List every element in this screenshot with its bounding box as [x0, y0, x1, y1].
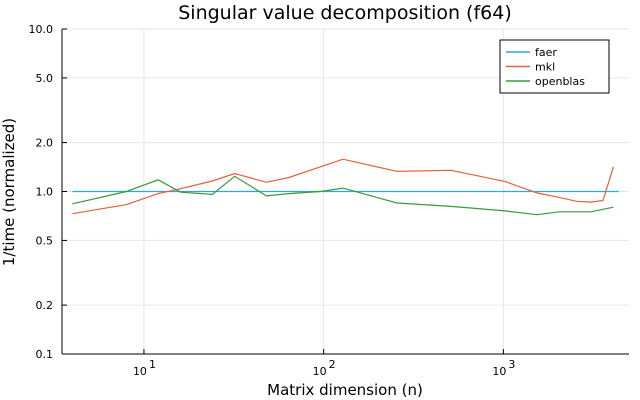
x-axis-label: Matrix dimension (n) [267, 381, 423, 399]
series-line-openblas [72, 175, 614, 216]
series-group [72, 158, 619, 216]
legend-label-mkl: mkl [535, 61, 555, 74]
y-tick-label: 2.0 [36, 137, 54, 150]
x-tick-label: 10 [133, 365, 147, 378]
x-tick-label-exponent: 3 [508, 358, 515, 371]
x-tick-label-exponent: 2 [329, 358, 336, 371]
y-ticks: 0.1 0.2 0.5 1.0 2.0 5.0 10.0 [29, 23, 67, 361]
y-tick-label: 0.2 [36, 299, 54, 312]
y-tick-label: 0.5 [36, 234, 54, 247]
x-tick-label-exponent: 1 [149, 358, 156, 371]
legend-label-faer: faer [535, 46, 557, 59]
y-tick-label: 10.0 [29, 23, 54, 36]
y-axis-label: 1/time (normalized) [0, 118, 18, 266]
series-line-mkl [72, 158, 614, 215]
y-tick-label: 5.0 [36, 72, 54, 85]
x-tick-label: 10 [492, 365, 506, 378]
y-tick-label: 1.0 [36, 186, 54, 199]
x-tick-label: 10 [313, 365, 327, 378]
y-tick-label: 0.1 [36, 348, 54, 361]
legend-label-openblas: openblas [535, 75, 585, 88]
chart-title: Singular value decomposition (f64) [178, 2, 512, 24]
